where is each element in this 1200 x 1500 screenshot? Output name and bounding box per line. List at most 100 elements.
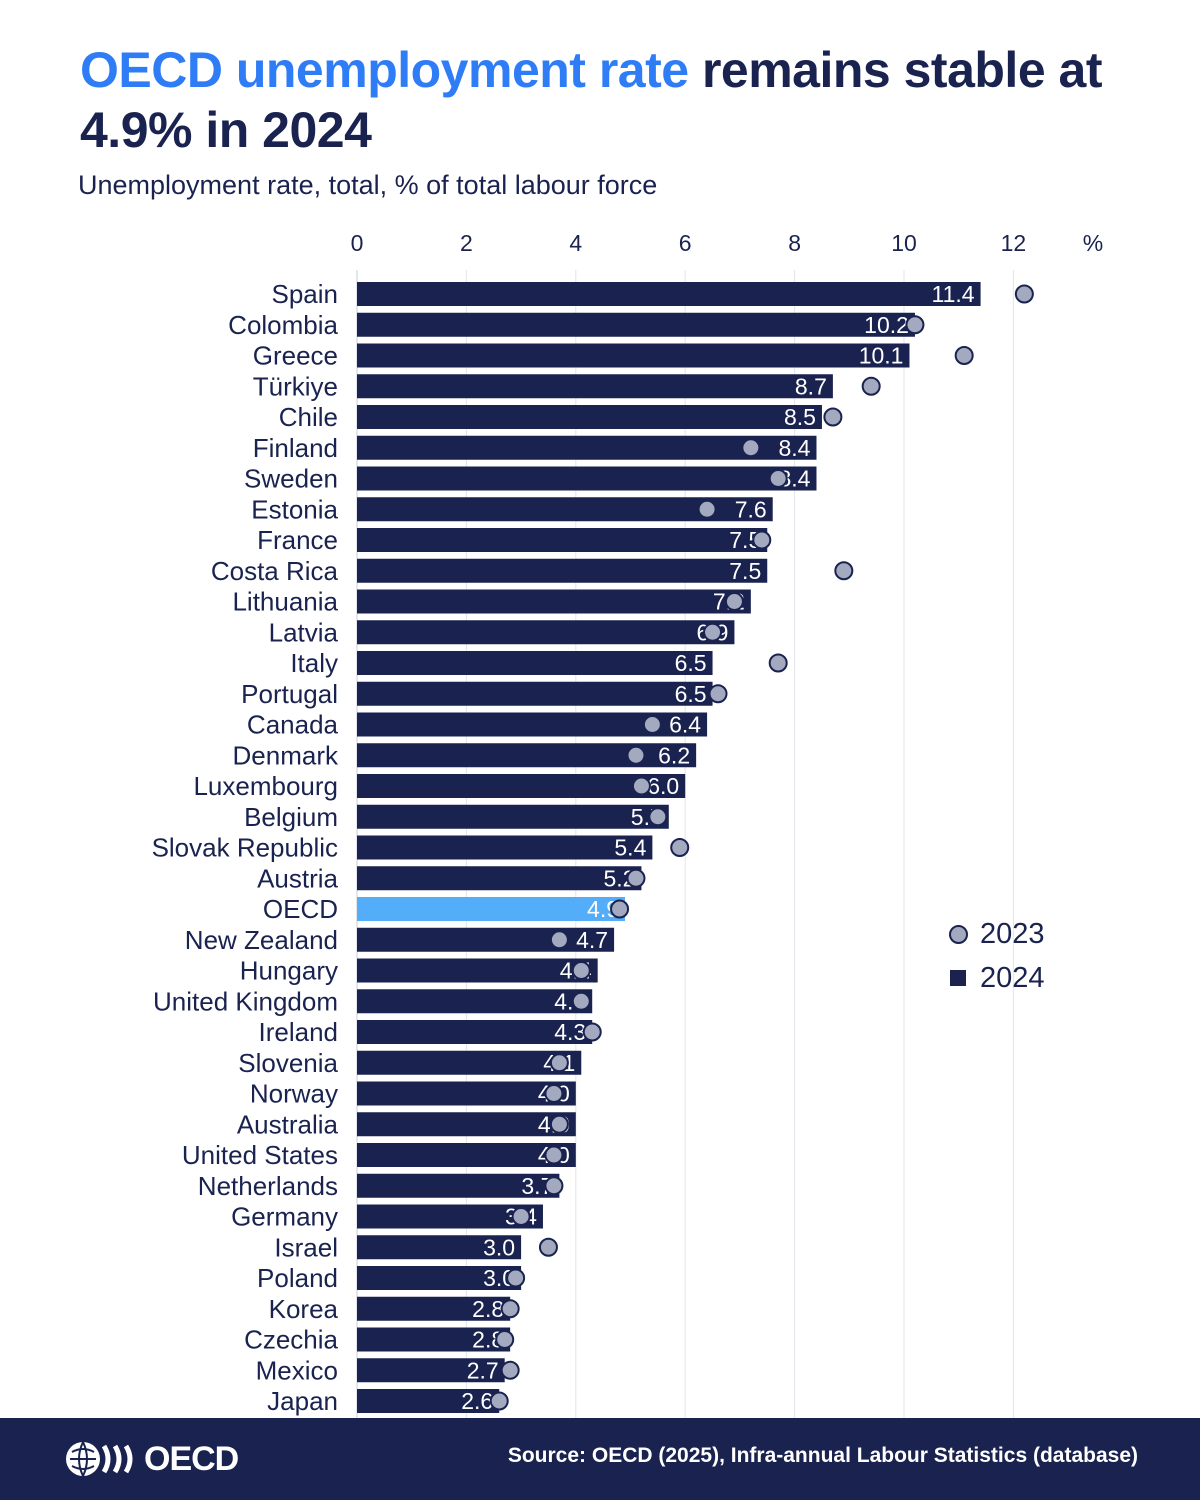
bar-value-label: 3.0	[483, 1234, 515, 1260]
dot-2023	[905, 315, 925, 335]
dot-2023	[511, 1207, 531, 1226]
bar-value-label: 6.0	[647, 773, 679, 799]
bar	[357, 681, 713, 706]
bar	[357, 1389, 500, 1413]
bar-value-label: 6.5	[675, 650, 707, 676]
category-label: Australia	[237, 1109, 339, 1139]
dot-2023	[768, 653, 788, 673]
source-note: Source: OECD (2025), Infra-annual Labour…	[507, 1444, 1138, 1467]
category-label: Hungary	[240, 956, 338, 986]
dot-2023	[571, 961, 591, 980]
dot-2023	[834, 561, 854, 581]
category-label: Slovak Republic	[152, 833, 338, 863]
bar-value-label: 8.7	[795, 373, 827, 399]
dot-2023	[500, 1299, 520, 1319]
page-title: OECD unemployment rate remains stable at…	[80, 40, 1160, 160]
dot-2023	[752, 530, 772, 550]
dot-2023	[571, 991, 591, 1011]
bar-value-label: 6.2	[658, 742, 690, 768]
bar	[357, 958, 598, 983]
category-label: Greece	[253, 341, 338, 371]
bar	[357, 589, 751, 614]
title-rest: remains stable at 4.9% in 2024	[80, 42, 1102, 158]
category-label: Netherlands	[198, 1171, 338, 1201]
dot-2023	[538, 1237, 558, 1257]
bar-value-label: 8.4	[778, 435, 810, 461]
dot-2023	[631, 776, 651, 796]
bar	[357, 989, 593, 1014]
bar-value-label: 2.6	[461, 1388, 493, 1414]
bar-value-label: 2.8	[472, 1296, 504, 1322]
bar	[357, 1050, 582, 1075]
legend-label-2024: 2024	[980, 961, 1045, 994]
dot-2023	[648, 807, 668, 827]
bar	[357, 1296, 511, 1321]
bar-value-label: 7.5	[729, 558, 761, 584]
bar	[357, 927, 615, 952]
dot-2023	[500, 1360, 520, 1380]
dot-2023	[544, 1145, 564, 1165]
legend-dot-icon	[949, 924, 968, 944]
category-label: Czechia	[244, 1325, 338, 1355]
title-accent: OECD unemployment rate	[80, 42, 689, 98]
category-label: Portugal	[241, 679, 338, 709]
category-label: Costa Rica	[211, 556, 339, 586]
bar	[357, 835, 653, 860]
bar	[357, 804, 669, 829]
logo-text: OECD	[144, 1439, 239, 1478]
dot-2023	[610, 899, 630, 919]
bar	[357, 558, 768, 583]
category-label: Latvia	[269, 617, 339, 647]
dot-2023	[768, 469, 788, 488]
dot-2023	[724, 592, 744, 611]
category-label: Estonia	[251, 494, 338, 524]
dot-2023	[489, 1391, 509, 1411]
dot-2023	[549, 1114, 569, 1134]
category-label: Mexico	[256, 1355, 338, 1385]
x-tick-label: 4	[569, 230, 582, 256]
legend-item-2023: 2023	[948, 912, 1045, 956]
category-label: Finland	[253, 433, 338, 463]
bar	[357, 282, 981, 306]
category-label: OECD	[263, 894, 338, 924]
bar	[357, 405, 822, 429]
bar	[357, 620, 735, 645]
dot-2023	[670, 838, 690, 857]
bar	[357, 312, 915, 337]
unemployment-chart: 0 2 4 6 8 10 12 % Spain 11.4 Colombia 10.2 Greece 10.…	[152, 230, 1103, 1419]
dot-2023	[495, 1330, 515, 1349]
category-label: Slovenia	[238, 1048, 338, 1078]
dot-2023	[642, 715, 662, 734]
bar	[357, 374, 833, 399]
oecd-globe-icon	[66, 1441, 133, 1477]
dot-2023	[544, 1176, 564, 1196]
category-label: New Zealand	[185, 925, 338, 955]
bar	[357, 1327, 511, 1352]
oecd-logo[interactable]: OECD	[64, 1438, 239, 1480]
dot-2023	[697, 499, 717, 519]
bar-value-label: 6.5	[675, 681, 707, 707]
category-label: Ireland	[259, 1017, 339, 1047]
bar	[357, 897, 626, 921]
bar	[357, 1020, 593, 1044]
dot-2023	[626, 745, 646, 765]
x-tick-label: 2	[460, 230, 473, 256]
category-label: Luxembourg	[193, 771, 338, 801]
dot-2023	[582, 1022, 602, 1042]
category-label: Spain	[272, 279, 339, 309]
bar-value-label: 7.6	[735, 496, 767, 522]
bar	[357, 866, 642, 891]
category-label: Poland	[257, 1263, 338, 1293]
dot-2023	[549, 1053, 569, 1073]
legend-square-icon	[950, 970, 966, 986]
category-label: Austria	[257, 863, 338, 893]
category-label: Germany	[231, 1202, 338, 1232]
bar	[357, 1173, 560, 1198]
category-label: United Kingdom	[153, 986, 338, 1016]
bar-value-label: 4.3	[554, 1019, 586, 1045]
category-label: Türkiye	[253, 371, 338, 401]
bar	[357, 651, 713, 675]
legend-label-2023: 2023	[980, 917, 1045, 950]
dot-2023	[708, 684, 728, 704]
bar-value-label: 10.2	[864, 312, 909, 338]
